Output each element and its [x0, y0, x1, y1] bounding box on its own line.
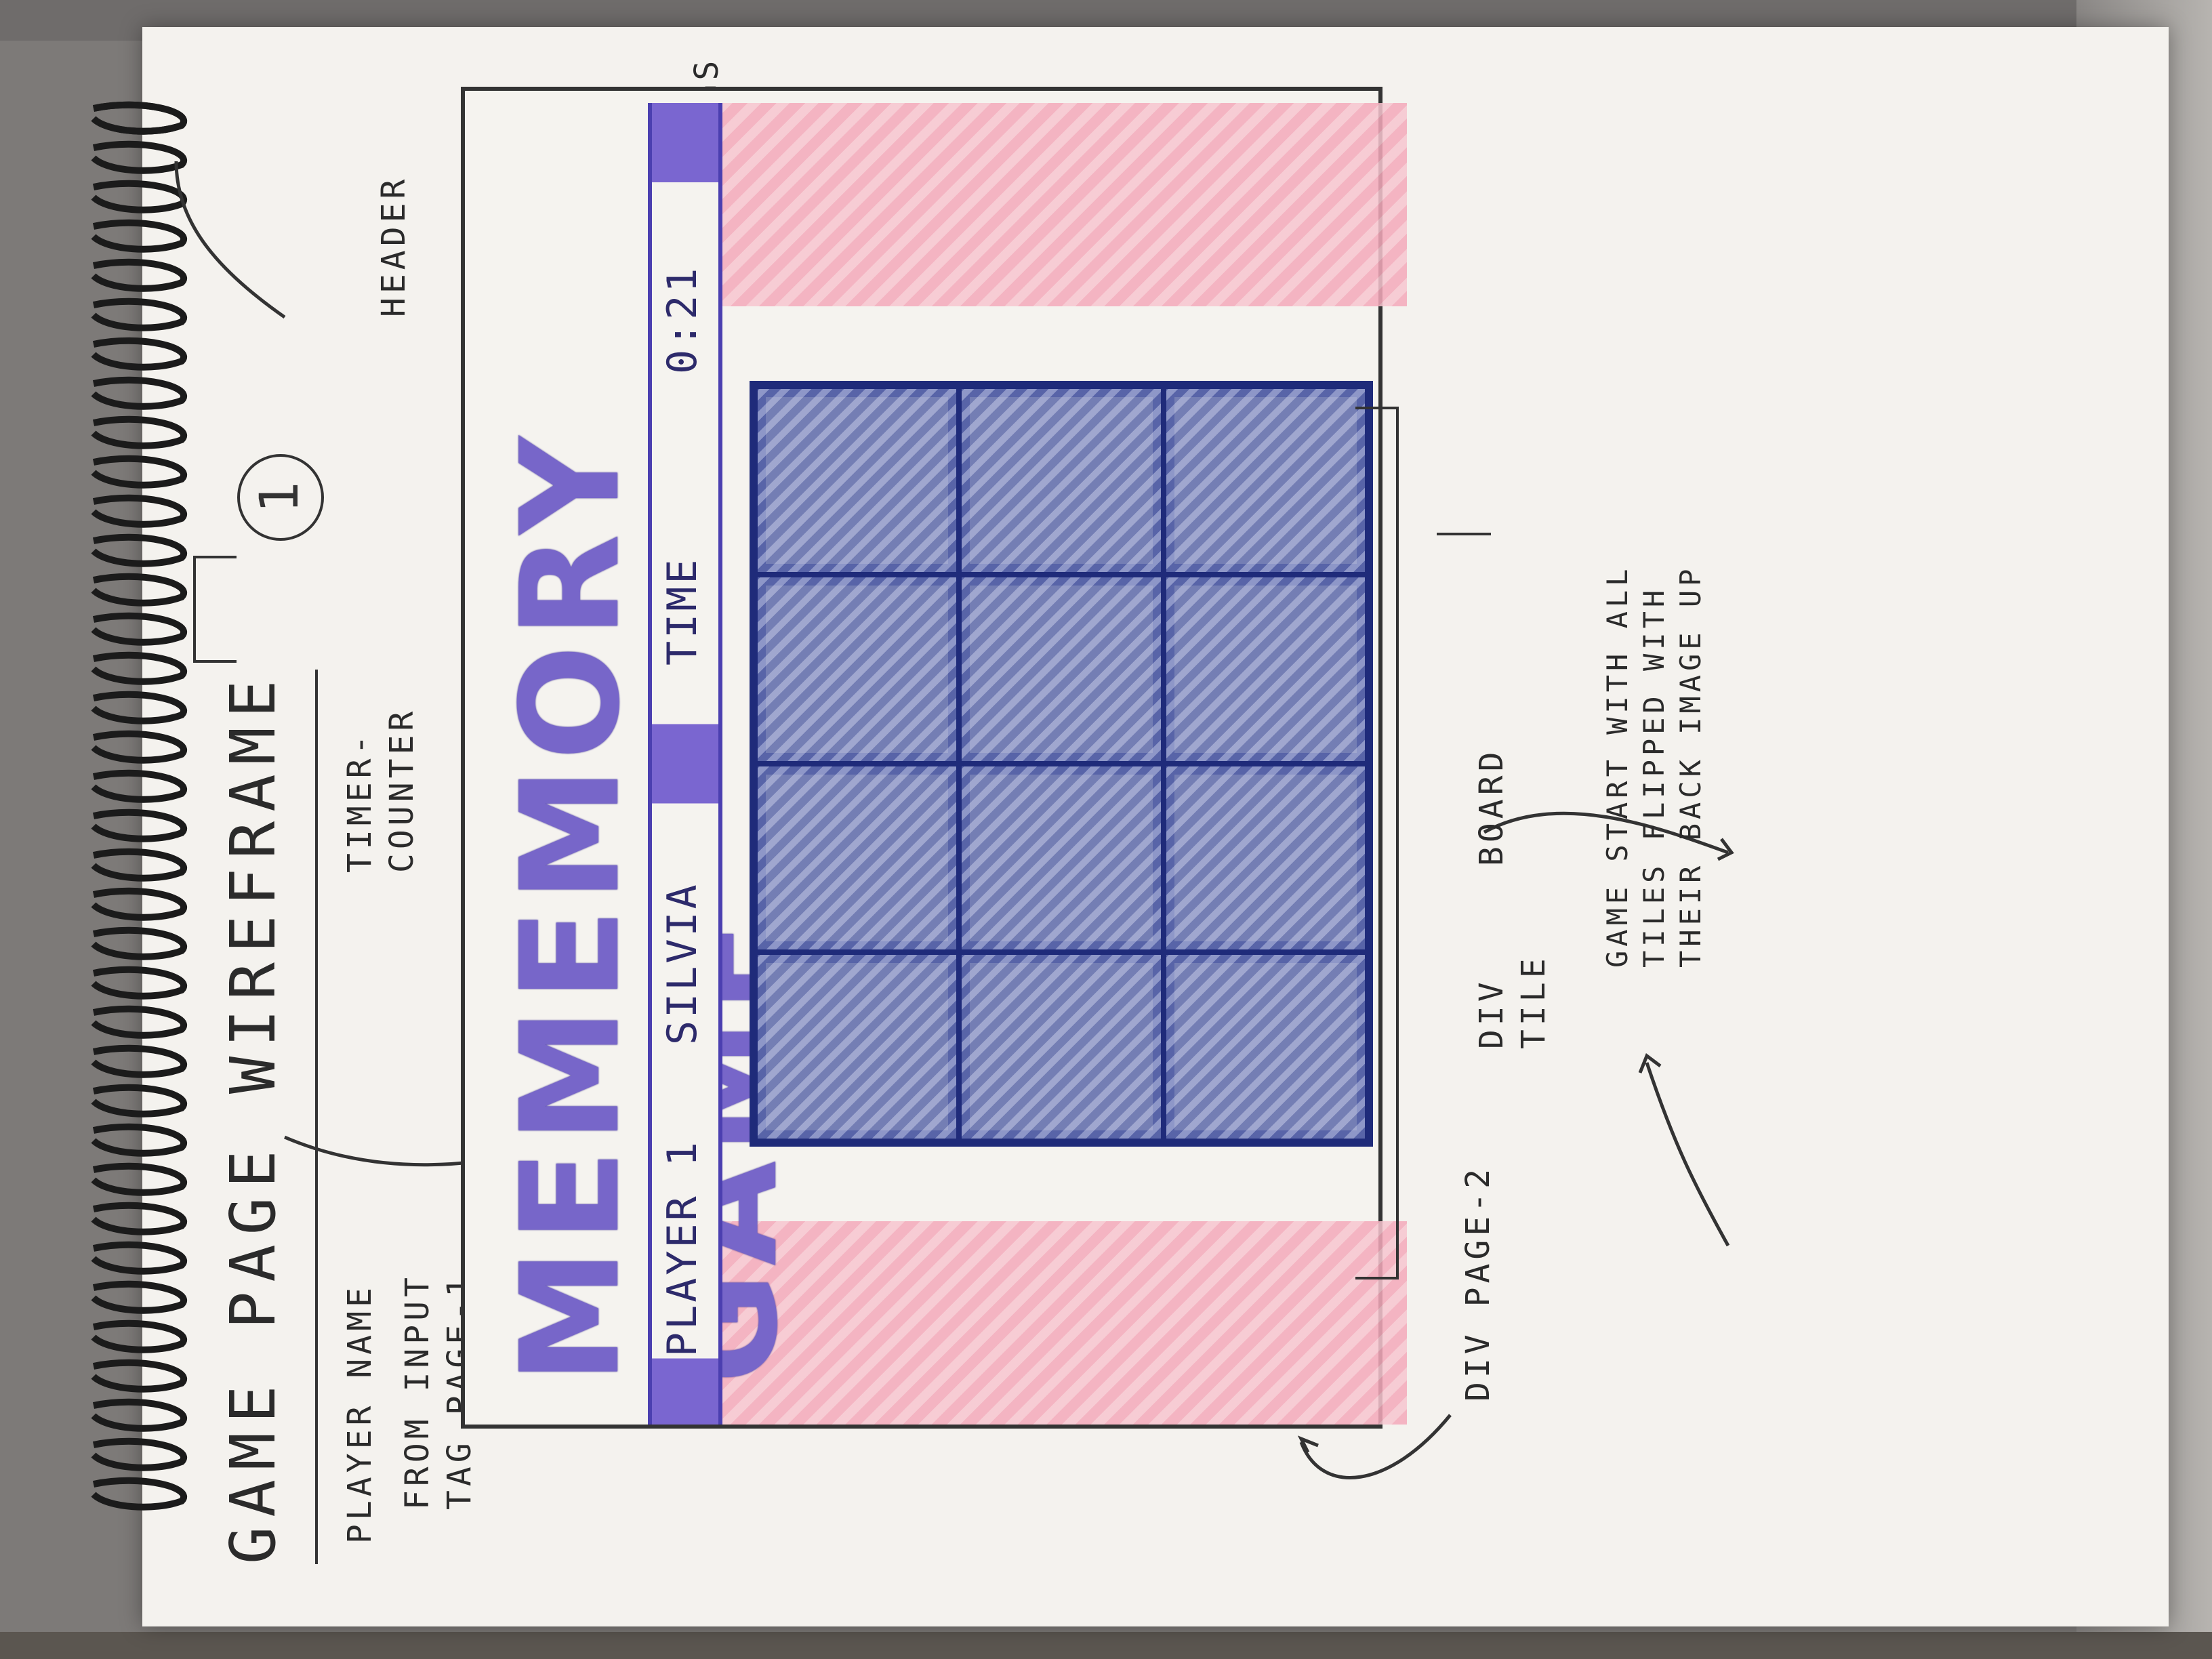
board-note: BOARD — [1473, 747, 1511, 867]
time-label: TIME — [659, 556, 706, 666]
spiral-coil — [91, 376, 187, 410]
spiral-coil — [91, 730, 187, 764]
spiral-coil — [91, 1477, 187, 1511]
player-name-note: PLAYER NAME — [341, 1284, 379, 1544]
time-value: 0:21 — [659, 265, 706, 375]
memory-tile[interactable] — [755, 575, 960, 764]
spiral-coil — [91, 1398, 187, 1432]
memory-tile[interactable] — [959, 575, 1164, 764]
spiral-coil — [91, 298, 187, 331]
spiral-coil — [91, 494, 187, 528]
spiral-coil — [91, 1319, 187, 1353]
spiral-coil — [91, 848, 187, 882]
spiral-coil — [91, 1280, 187, 1314]
spiral-coil — [91, 415, 187, 449]
spiral-coil — [91, 573, 187, 607]
spiral-coil — [91, 926, 187, 960]
memory-tile[interactable] — [755, 952, 960, 1141]
spiral-coil — [91, 1241, 187, 1275]
spiral-binding-icon — [91, 101, 187, 1511]
sheet-title: GAME PAGE WIREFRAME — [217, 670, 289, 1564]
title-underline — [315, 670, 318, 1564]
game-start-note: GAME START WITH ALL TILES FLIPPED WITH T… — [1601, 565, 1707, 968]
timer-counter-note: TIMER-COUNTER — [341, 707, 421, 873]
spiral-coil — [91, 1359, 187, 1393]
game-page-frame: MEMEMORY GAME PLAYER 1 SILVIA TIME 0:21 — [461, 87, 1407, 1429]
spiral-coil — [91, 337, 187, 371]
div-tile-note: DIV TILE — [1473, 954, 1553, 1049]
spiral-coil — [91, 1123, 187, 1157]
memory-tile[interactable] — [755, 764, 960, 953]
memory-tile[interactable] — [1163, 386, 1368, 575]
spiral-coil — [91, 1437, 187, 1471]
spiral-coil — [91, 691, 187, 724]
spiral-coil — [91, 1162, 187, 1196]
player-name: SILVIA — [659, 882, 706, 1045]
spiral-coil — [91, 887, 187, 921]
spiral-coil — [91, 1005, 187, 1039]
spiral-coil — [91, 612, 187, 646]
spiral-coil — [91, 1084, 187, 1118]
memory-tile[interactable] — [959, 386, 1164, 575]
spiral-coil — [91, 1202, 187, 1235]
memory-tile[interactable] — [755, 386, 960, 575]
spiral-coil — [91, 533, 187, 567]
memory-tile[interactable] — [1163, 575, 1368, 764]
spiral-coil — [91, 651, 187, 685]
memory-tile[interactable] — [959, 764, 1164, 953]
page-number-badge: 1 — [237, 454, 324, 541]
spiral-coil — [91, 808, 187, 842]
spiral-coil — [91, 1044, 187, 1078]
tile-board — [750, 381, 1373, 1147]
table-edge — [0, 1632, 2212, 1659]
memory-tile[interactable] — [959, 952, 1164, 1141]
div-page-note: DIV PAGE-2 — [1459, 1165, 1497, 1401]
header-note: HEADER — [375, 175, 413, 317]
player-label: PLAYER 1 — [659, 1139, 706, 1357]
right-margin-shading — [709, 103, 1407, 306]
spiral-coil — [91, 966, 187, 1000]
memory-tile[interactable] — [1163, 952, 1368, 1141]
spiral-coil — [91, 769, 187, 803]
board-bracket — [1355, 407, 1399, 1279]
settings-bar: PLAYER 1 SILVIA TIME 0:21 — [648, 103, 722, 1425]
spiral-coil — [91, 101, 187, 135]
memory-tile[interactable] — [1163, 764, 1368, 953]
settings-bracket — [193, 556, 237, 663]
left-margin-shading — [709, 1221, 1407, 1425]
spiral-coil — [91, 455, 187, 489]
